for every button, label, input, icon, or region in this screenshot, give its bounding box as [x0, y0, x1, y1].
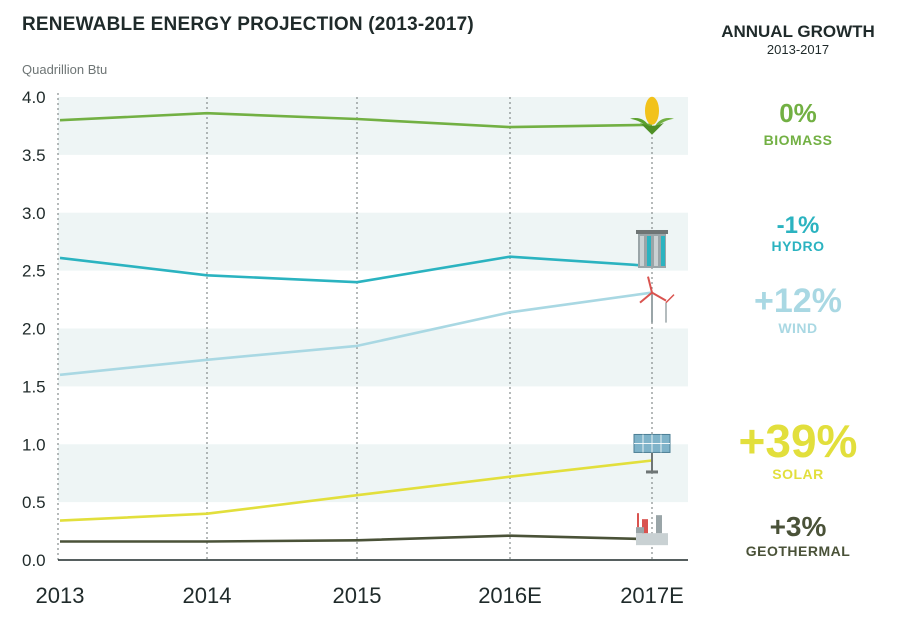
y-tick-label: 4.0 — [22, 88, 46, 107]
growth-title: ANNUAL GROWTH — [721, 22, 875, 41]
series-line-wind — [59, 291, 653, 377]
dam-icon — [636, 229, 668, 268]
x-tick-label: 2017E — [620, 583, 684, 608]
growth-name-wind: WIND — [778, 320, 818, 336]
y-tick-label: 0.5 — [22, 493, 46, 512]
y-tick-label: 3.5 — [22, 146, 46, 165]
y-tick-label: 1.0 — [22, 435, 46, 454]
wind-turbine-icon — [639, 276, 675, 323]
y-tick-label: 0.0 — [22, 551, 46, 570]
y-tick-label: 1.5 — [22, 377, 46, 396]
growth-subtitle: 2013-2017 — [766, 42, 830, 57]
series-line-geothermal — [60, 534, 653, 543]
x-tick-label: 2014 — [183, 583, 232, 608]
solar-panel-icon — [633, 433, 671, 474]
x-tick-label: 2013 — [36, 583, 85, 608]
corn-icon — [630, 96, 674, 135]
x-tick-label: 2016E — [478, 583, 542, 608]
growth-pct-geothermal: +3% — [769, 511, 827, 542]
y-tick-label: 2.0 — [22, 320, 46, 339]
y-tick-label: 2.5 — [22, 262, 46, 281]
growth-pct-solar: +39% — [738, 415, 858, 467]
grid-band — [58, 328, 688, 387]
chart-title: RENEWABLE ENERGY PROJECTION (2013-2017) — [22, 14, 474, 35]
growth-name-geothermal: GEOTHERMAL — [745, 543, 851, 559]
y-axis-unit: Quadrillion Btu — [22, 62, 108, 77]
growth-name-solar: SOLAR — [772, 466, 824, 482]
growth-pct-hydro: -1% — [776, 212, 820, 239]
series-line-hydro — [59, 255, 653, 284]
growth-pct-wind: +12% — [754, 282, 842, 320]
series-line-biomass — [59, 111, 653, 129]
geothermal-plant-icon — [636, 513, 668, 546]
growth-name-hydro: HYDRO — [771, 238, 825, 254]
y-tick-label: 3.0 — [22, 204, 46, 223]
growth-name-biomass: BIOMASS — [763, 132, 833, 148]
x-tick-label: 2015 — [333, 583, 382, 608]
growth-pct-biomass: 0% — [779, 98, 817, 128]
series-line-solar — [59, 459, 653, 522]
